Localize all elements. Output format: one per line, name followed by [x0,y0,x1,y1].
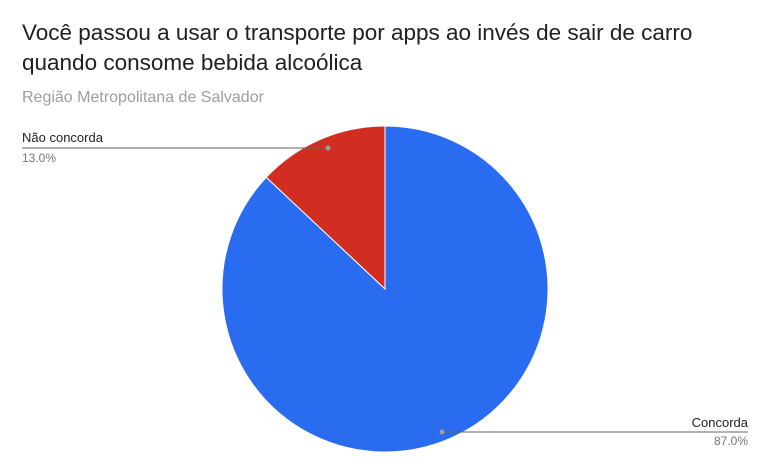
chart-subtitle: Região Metropolitana de Salvador [22,89,264,106]
pie-slice-concorda [221,125,549,453]
pie-slice-nao-concorda [265,125,386,291]
slice-label-concorda: Concorda [692,415,749,430]
slice-value-nao-concorda: 13.0% [22,151,56,165]
leader-dot-nao-concorda [325,145,331,151]
slice-label-nao-concorda: Não concorda [22,130,104,145]
chart-title: Você passou a usar o transporte por apps… [22,20,693,75]
slice-value-concorda: 87.0% [714,434,748,448]
leader-dot-concorda [439,429,445,435]
